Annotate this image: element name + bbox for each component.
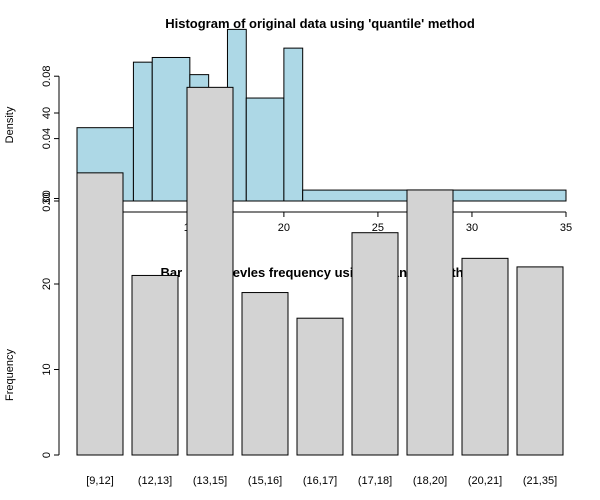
- histogram-x-tick-label: 20: [278, 222, 290, 234]
- barplot-category-label: (12,13]: [138, 475, 172, 487]
- barplot-category-label: (16,17]: [303, 475, 337, 487]
- barplot-category-label: (21,35]: [523, 475, 557, 487]
- barplot-bar-5: [351, 232, 399, 456]
- histogram-title: Histogram of original data using 'quanti…: [165, 16, 475, 31]
- barplot-bar-1: [131, 274, 179, 456]
- barplot-y-tick-label: 20: [41, 278, 53, 290]
- barplot-category-label: (17,18]: [358, 475, 392, 487]
- histogram-y-tick-label: 0.00: [41, 190, 53, 211]
- barplot-bar-6: [406, 189, 454, 456]
- barplot-bar-0: [76, 172, 124, 456]
- histogram-bar-2: [151, 56, 191, 202]
- barplot-bar-3: [241, 292, 289, 456]
- histogram-y-tick-label: 0.04: [41, 128, 53, 149]
- histogram-y-tick-label: 0.08: [41, 65, 53, 86]
- histogram-x-axis: 101520253035: [90, 211, 572, 234]
- barplot-category-label: (13,15]: [193, 475, 227, 487]
- barplot-y-tick-label: 30: [41, 192, 53, 204]
- barplot-bars: [76, 86, 564, 456]
- barplot-category-label: (20,21]: [468, 475, 502, 487]
- histogram-y-axis: 0.00 0.04 0.08: [41, 65, 60, 212]
- histogram-bars: [76, 28, 567, 202]
- barplot-x-labels: [9,12] (12,13] (13,15] (15,16] (16,17] (17,18…: [86, 475, 557, 487]
- histogram-x-tick-label: 35: [560, 222, 572, 234]
- histogram-bar-7: [283, 47, 304, 202]
- barplot-title: Bar plot of levles frequency using 'quan…: [161, 265, 480, 280]
- histogram-bar-1: [132, 61, 153, 202]
- barplot-bar-4: [296, 317, 344, 456]
- barplot-y-tick-label: 0: [41, 452, 53, 458]
- barplot-y-tick-label: 40: [41, 107, 53, 119]
- histogram-bar-6: [245, 97, 285, 202]
- barplot-y-tick-label: 10: [41, 363, 53, 375]
- histogram-x-tick-label: 30: [466, 222, 478, 234]
- barplot-category-label: (18,20]: [413, 475, 447, 487]
- barplot-bar-8: [516, 266, 564, 456]
- barplot-category-label: (15,16]: [248, 475, 282, 487]
- histogram-x-tick-label: 25: [372, 222, 384, 234]
- barplot-bar-2: [186, 86, 234, 456]
- barplot-y-axis-label: Frequency: [4, 349, 16, 401]
- histogram-y-axis-label: Density: [4, 106, 16, 143]
- barplot-category-label: [9,12]: [86, 475, 114, 487]
- barplot-bar-7: [461, 257, 509, 456]
- barplot-y-axis: 0 10 20 30 40: [41, 107, 60, 458]
- barplot-panel: Bar plot of levles frequency using 'quan…: [4, 86, 564, 487]
